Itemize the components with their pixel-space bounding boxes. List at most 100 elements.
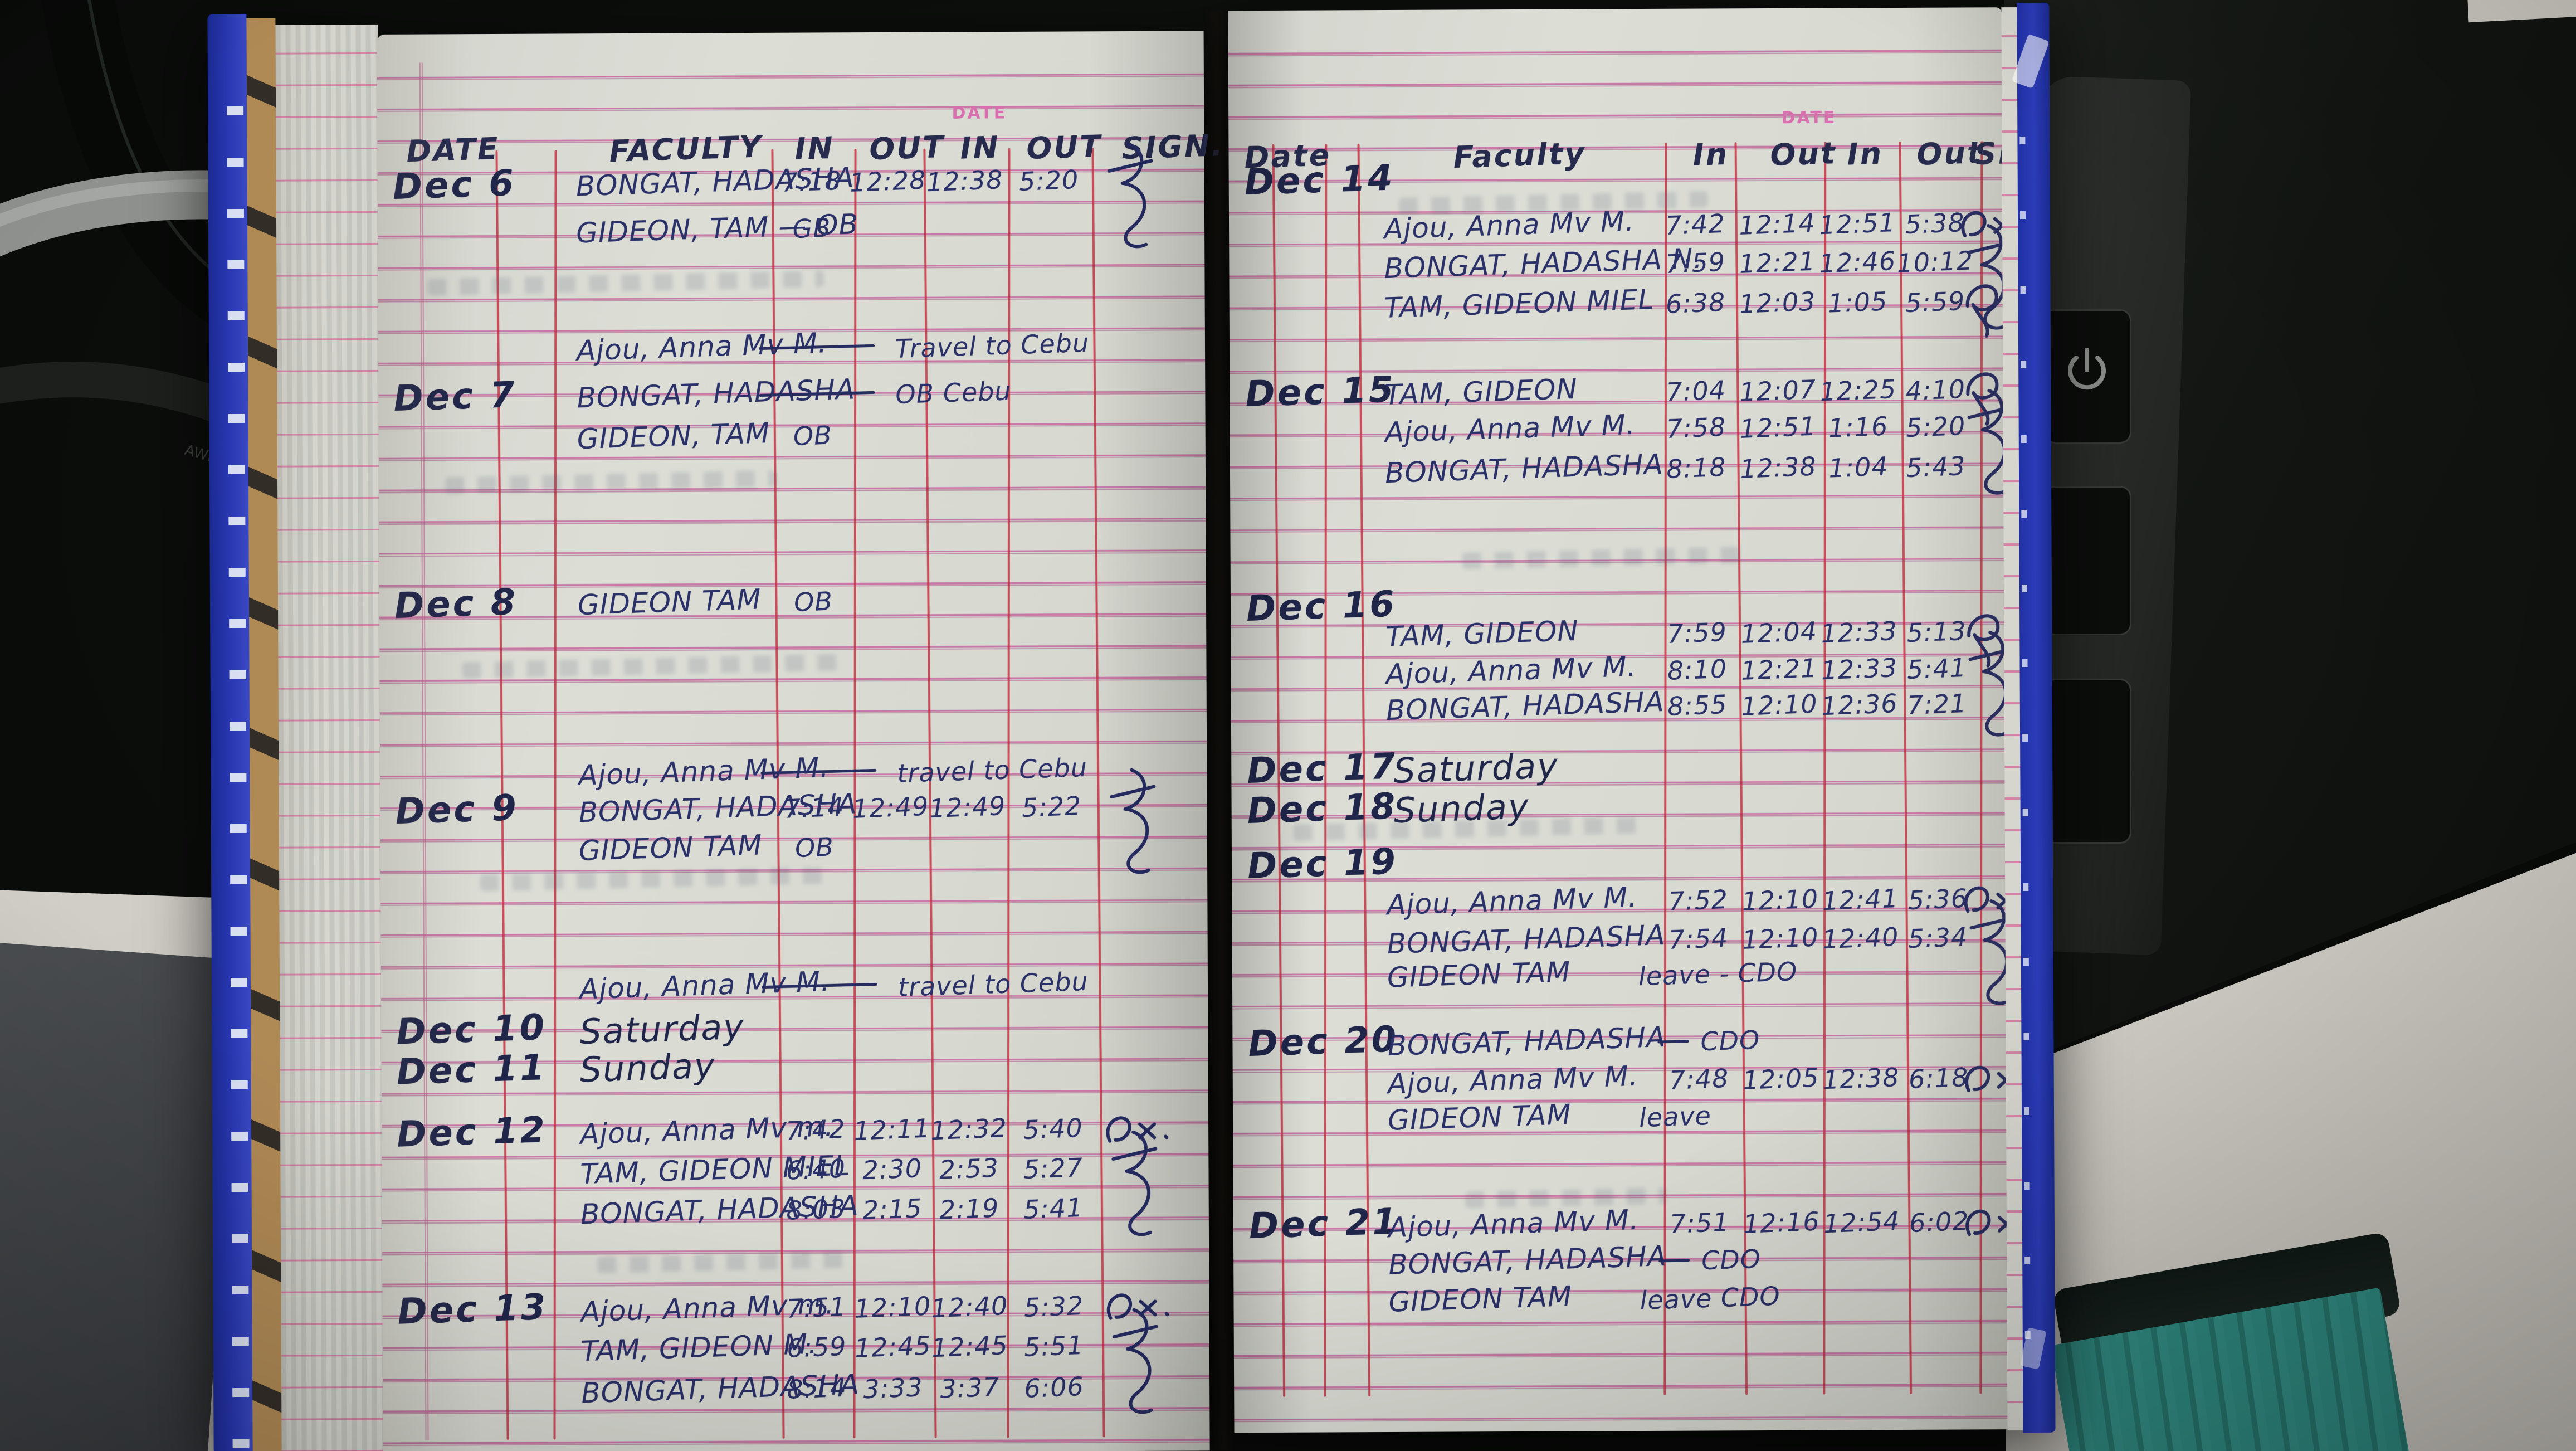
time-value: 12:07 [1739, 374, 1817, 407]
faculty-name: BONGAT, HADASHA [1387, 1021, 1666, 1063]
note-text: leave - CDO [1637, 956, 1798, 992]
time-value: 1:05 [1827, 286, 1889, 319]
grid-line [1823, 142, 1827, 1395]
time-value: 8:03 [786, 1193, 847, 1226]
time-value: 12:11 [852, 1113, 931, 1147]
time-value: GB [792, 212, 832, 245]
signature [1101, 1108, 1173, 1152]
note-text: leave CDO [1639, 1280, 1781, 1316]
laptop-key[interactable] [2043, 486, 2131, 635]
time-value: 5:32 [1023, 1290, 1085, 1323]
time-value: 7:51 [786, 1291, 847, 1324]
time-value: 7:58 [1665, 412, 1727, 445]
note-text: OB Cebu [895, 376, 1012, 410]
faculty-name: BONGAT, HADASHA [1385, 685, 1665, 727]
note-text: CDO [1701, 1244, 1762, 1276]
time-value: 7:18 [781, 165, 842, 198]
time-value: 5:22 [1021, 790, 1082, 823]
time-value: 2:53 [938, 1152, 999, 1186]
logbook: DATE FACULTY IN OUT IN OUT SIGN. DATE Dec 6 BONGA… [207, 2, 2056, 1451]
time-value: 7:51 [1669, 1206, 1730, 1239]
time-value: 12:14 [1738, 208, 1816, 241]
dash-mark [1658, 1259, 1690, 1263]
time-value: 3:33 [862, 1371, 924, 1405]
faculty-name: TAM, GIDEON MIEL [1383, 283, 1655, 324]
time-value: 12:33 [1821, 653, 1899, 686]
date-label: Dec 9 [394, 787, 519, 833]
column-header: Faculty [1452, 135, 1587, 176]
time-value: 12:04 [1740, 616, 1818, 649]
faculty-name: GIDEON TAM [578, 829, 763, 868]
time-value: 12:05 [1742, 1062, 1820, 1096]
time-value: 7:48 [1668, 1063, 1730, 1096]
time-value: 12:45 [930, 1330, 1009, 1364]
signature [1101, 1286, 1174, 1330]
time-value: 8:10 [1666, 654, 1728, 686]
time-value: 5:20 [1018, 164, 1080, 197]
time-value: 12:41 [1821, 883, 1900, 916]
time-value: 7:42 [785, 1113, 846, 1147]
time-value: 12:45 [853, 1330, 932, 1364]
time-value: 5:27 [1022, 1152, 1084, 1185]
time-value: OB [792, 420, 833, 452]
time-value: OB [793, 586, 834, 618]
grid-line [1734, 142, 1748, 1395]
date-label: Dec 15 [1244, 369, 1397, 416]
time-value: 12:38 [1739, 451, 1817, 484]
faculty-name: GIDEON TAM [577, 583, 762, 622]
faculty-name: GIDEON TAM [1386, 956, 1571, 995]
time-value: 12:32 [929, 1113, 1008, 1146]
time-value: 7:21 [1906, 688, 1968, 721]
date-label: Dec 8 [393, 581, 519, 627]
time-value: 5:40 [1022, 1112, 1084, 1146]
column-header: FACULTY [608, 129, 763, 169]
notebook-spine-binding [207, 13, 253, 1451]
date-label: Dec 6 [392, 163, 516, 208]
column-header: In [1692, 137, 1729, 173]
faculty-name: GIDEON TAM [1388, 1280, 1573, 1318]
time-value: 12:36 [1821, 688, 1899, 722]
time-value: 2:15 [861, 1192, 923, 1226]
time-value: 12:21 [1740, 653, 1818, 686]
column-header: Out [1769, 135, 1837, 173]
time-value: 12:38 [925, 164, 1004, 198]
grid-line [1663, 142, 1667, 1395]
note-text: travel to Cebu [897, 966, 1089, 1003]
pencil-smudge [479, 867, 827, 892]
signature [1956, 273, 2012, 344]
date-label: Dec 12 [396, 1109, 548, 1156]
column-header: In [1846, 135, 1884, 173]
signature [1099, 763, 1161, 883]
signature [1096, 137, 1158, 256]
note-text: travel to Cebu [896, 752, 1088, 788]
faculty-name: GIDEON, TAM [577, 417, 771, 456]
faculty-name: BONGAT, HADASHA [1387, 1240, 1667, 1282]
date-label: Dec 16 [1245, 583, 1397, 630]
pencil-smudge [445, 470, 776, 494]
laptop-key[interactable] [2043, 679, 2131, 844]
faculty-name: Ajou, Anna Mv M. [1386, 880, 1638, 922]
time-value: 12:10 [1740, 688, 1818, 722]
faculty-name: Ajou, Anna Mv M. [1387, 1203, 1640, 1244]
time-value: 12:38 [1822, 1062, 1900, 1095]
right-page: DateFacultyInOutInOutSigDATEDec 14Ajou, … [1228, 7, 2034, 1433]
day-label: Saturday [1393, 745, 1560, 792]
faculty-name: BONGAT, HADASHA [1386, 918, 1666, 960]
pencil-smudge [462, 654, 843, 679]
left-page-stack-edge [275, 24, 384, 1451]
time-value: 8:55 [1667, 689, 1728, 722]
power-icon [2068, 348, 2106, 390]
bag-strap [41, 0, 259, 332]
strap-glint [87, 0, 241, 291]
left-page: DATE FACULTY IN OUT IN OUT SIGN. DATE Dec 6 BONGA… [377, 31, 1224, 1451]
laptop-power-key[interactable] [2043, 309, 2131, 444]
pencil-smudge [1398, 191, 1709, 215]
time-value: 12:25 [1819, 373, 1897, 407]
time-value: 12:16 [1743, 1206, 1821, 1239]
note-text: leave [1638, 1100, 1712, 1133]
faculty-name: Ajou, Anna Mv M. [1387, 1060, 1639, 1101]
time-value: 6:40 [785, 1153, 847, 1186]
time-value: 12:51 [1739, 411, 1817, 445]
grid-line [553, 150, 557, 1440]
note-text: CDO [1700, 1025, 1760, 1057]
